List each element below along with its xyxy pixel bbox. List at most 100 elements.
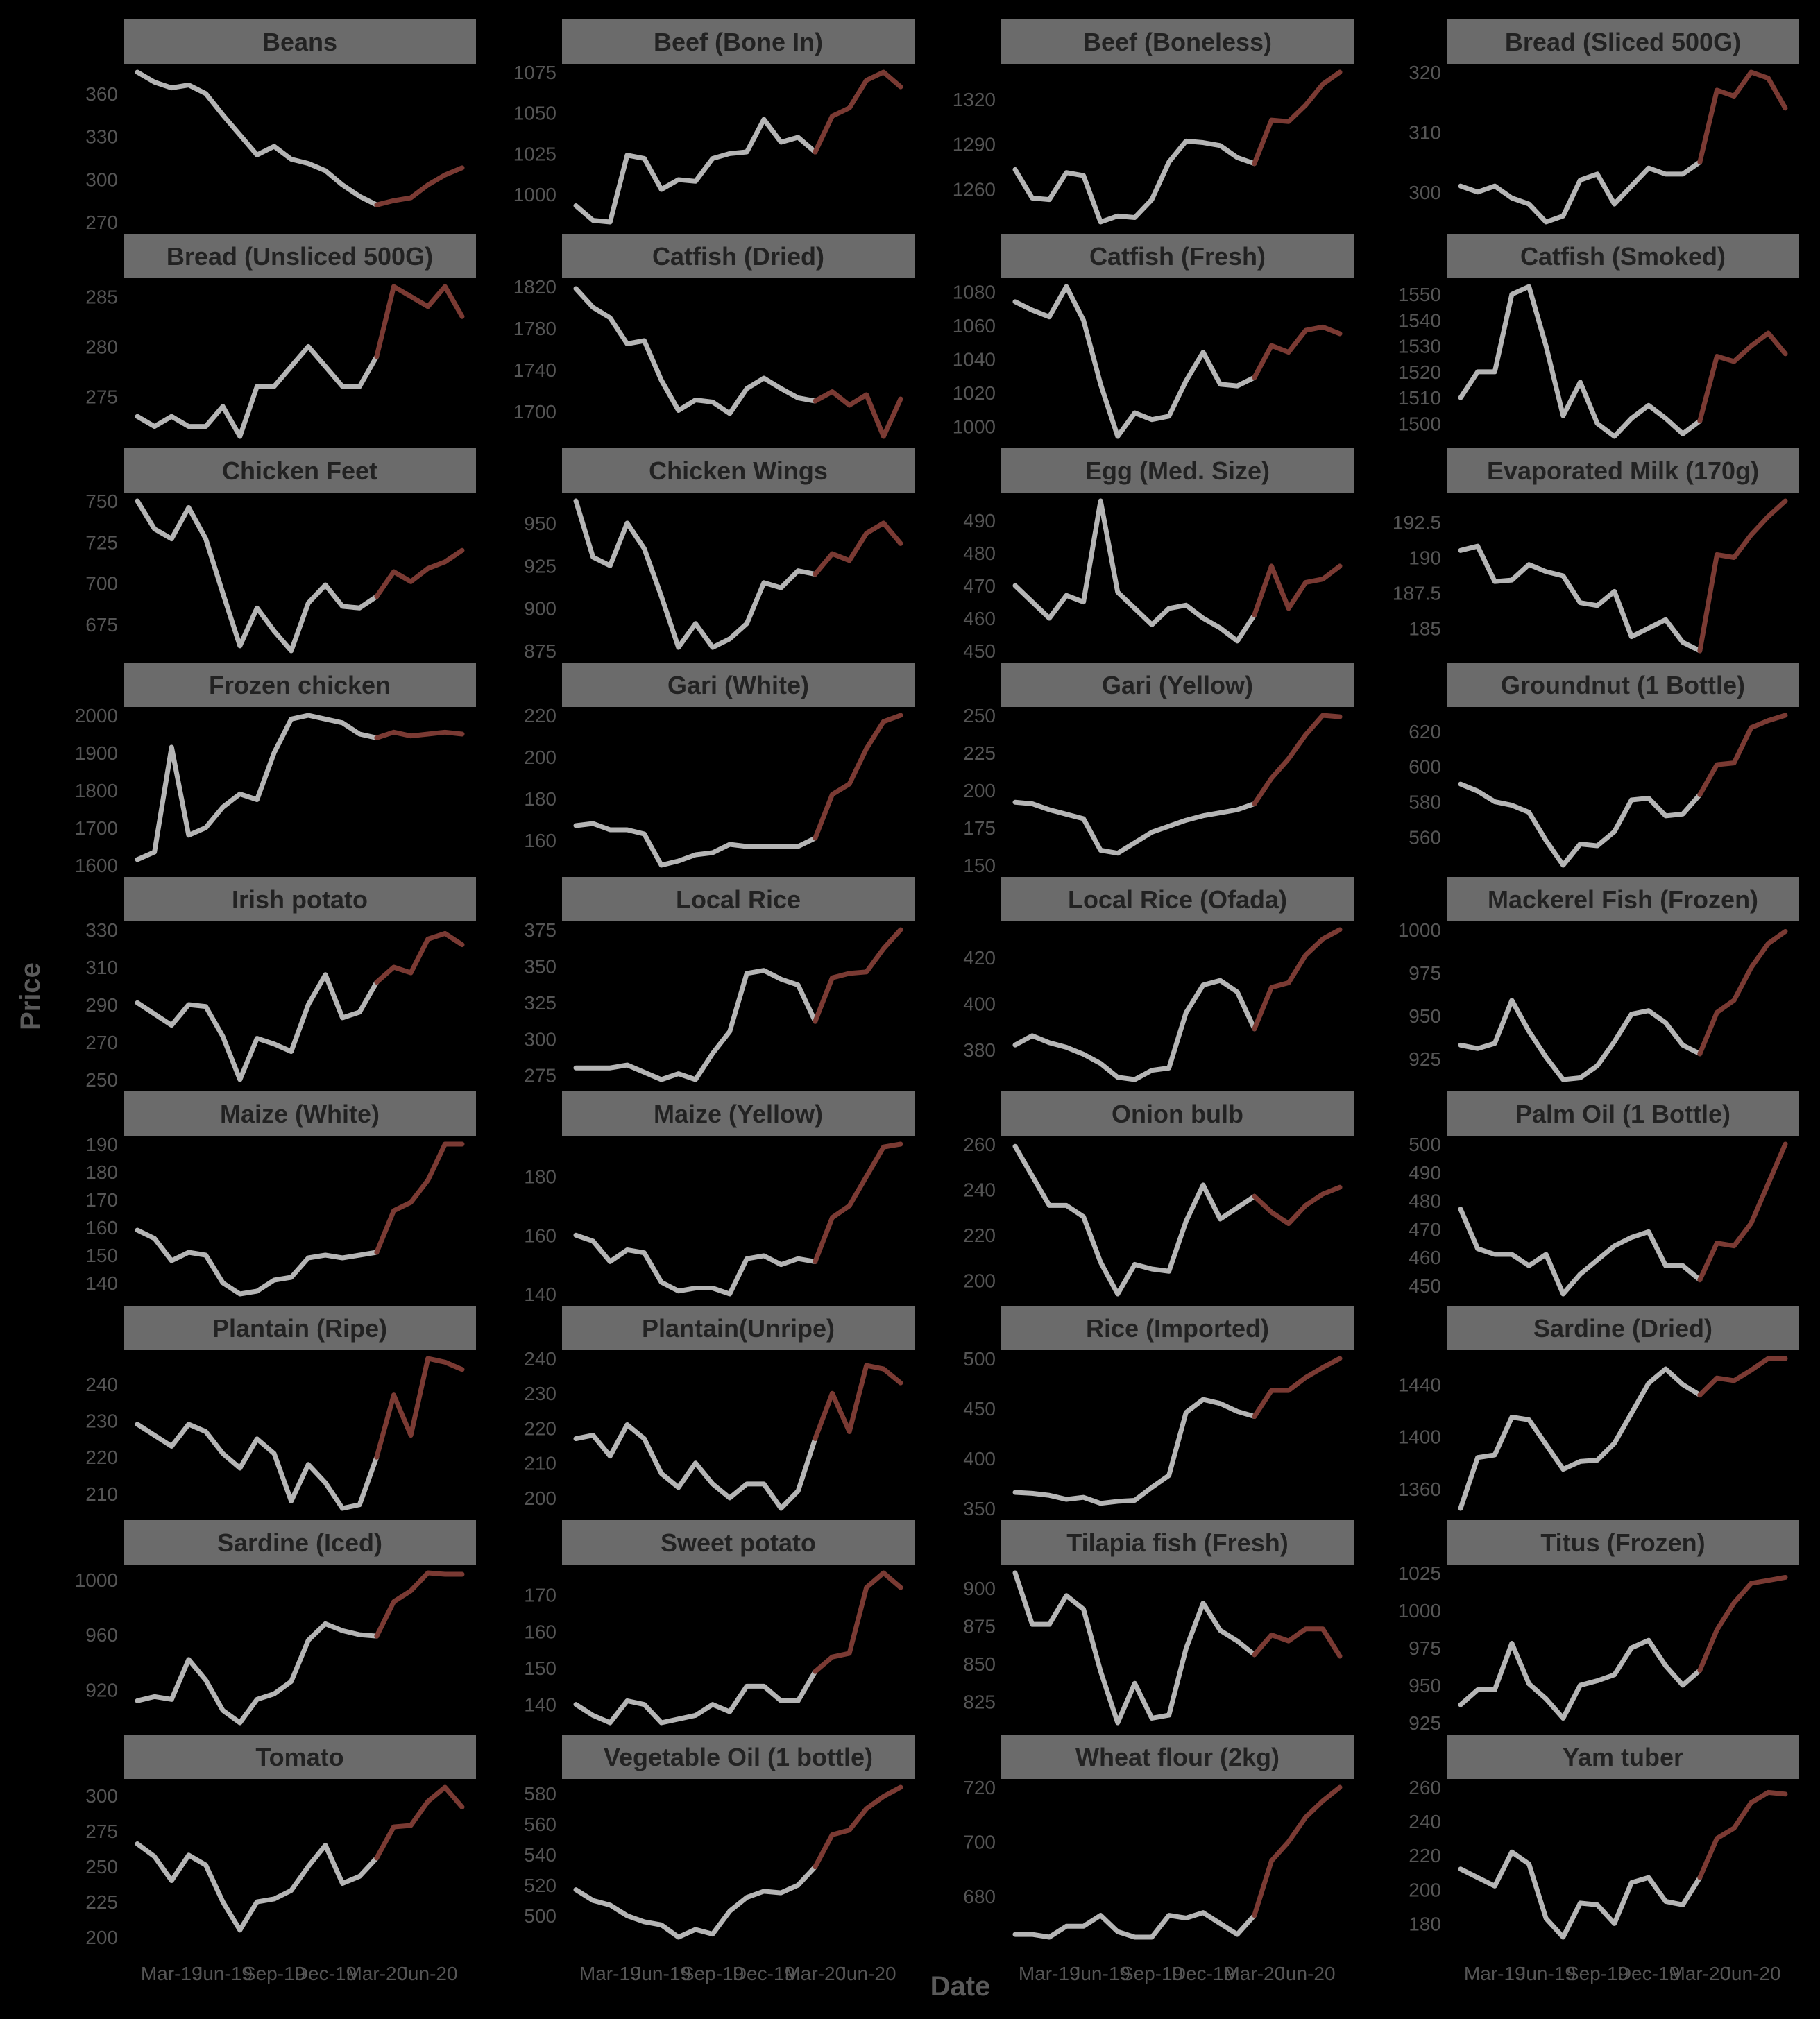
x-axis-title: Date [930,1971,991,2002]
series-line-before [135,1422,380,1511]
y-tick-label: 240 [963,1179,996,1200]
facet-panel: Egg (Med. Size) 450 460 470 480 490 [963,448,1354,662]
y-axis-title: Price [15,962,46,1030]
x-tick-label: Mar-19 [1019,1963,1080,1984]
y-tick-label: 300 [1409,182,1441,203]
y-tick-label: 160 [524,1225,556,1246]
facet-panel: Sardine (Iced) 920 960 1000 [75,1520,476,1726]
y-tick-label: 490 [1409,1162,1441,1184]
facet-strip [1447,1091,1799,1136]
y-tick-label: 1075 [513,62,556,83]
series-line-before [573,117,818,225]
facet-panel: Rice (Imported) 350 400 450 500 [963,1306,1354,1519]
x-tick-label: Jun-20 [1276,1963,1336,1984]
y-tick-label: 400 [963,1448,996,1469]
series-line-before [1458,160,1703,225]
series-line-after [1252,927,1343,1032]
facet-strip-title: Yam tuber [1563,1743,1683,1771]
series-line-after [1252,713,1343,806]
y-tick-label: 925 [1409,1048,1441,1070]
facet-strip [562,234,915,278]
facet-strip-title: Onion bulb [1112,1100,1243,1128]
facet-panel: Chicken Feet 675 700 725 750 [85,448,476,654]
facet-strip-title: Vegetable Oil (1 bottle) [604,1743,873,1771]
series-line-after [1252,324,1343,380]
facet-strip [562,877,915,921]
x-tick-label: Sep-19 [1121,1963,1183,1984]
y-tick-label: 325 [524,992,556,1014]
y-tick-label: 850 [963,1653,996,1675]
series-line-after [1252,1784,1343,1918]
y-tick-label: 350 [524,955,556,977]
x-tick-label: Mar-19 [579,1963,641,1984]
y-tick-label: 1290 [953,134,996,155]
y-tick-label: 240 [85,1374,118,1395]
y-tick-label: 375 [524,919,556,941]
facet-strip [1447,1306,1799,1350]
series-line-before [573,968,818,1082]
x-tick-label: Mar-19 [1464,1963,1526,1984]
y-tick-label: 950 [1409,1675,1441,1696]
y-tick-label: 250 [963,705,996,726]
series-line-before [1458,1849,1703,1940]
y-tick-label: 200 [1409,1879,1441,1900]
y-tick-label: 875 [963,1615,996,1637]
y-tick-label: 380 [963,1039,996,1061]
x-tick-label: Sep-19 [681,1963,744,1984]
series-line-before [1458,1637,1703,1721]
y-tick-label: 1700 [513,401,556,423]
facet-strip-title: Catfish (Dried) [652,242,824,271]
facet-strip-title: Beef (Bone In) [654,28,823,56]
facet-strip-title: Tomato [255,1743,343,1771]
series-line-before [135,498,380,654]
y-tick-label: 200 [524,1488,556,1509]
facet-strip [562,1091,915,1136]
facet-strip [124,448,476,493]
x-tick-label: Mar-20 [1669,1963,1730,1984]
facet-strip-title: Maize (White) [220,1100,380,1128]
y-tick-label: 520 [524,1875,556,1896]
y-tick-label: 950 [524,513,556,534]
y-tick-label: 360 [85,83,118,105]
series-line-before [1012,1910,1257,1940]
y-tick-label: 900 [963,1578,996,1599]
facet-panel: Titus (Frozen) 925 950 975 1000 1025 [1398,1520,1799,1734]
facet-panel: Tomato 200 225 250 275 300 Mar-19Jun-19Sep-19D… [85,1735,476,1984]
facet-panel: Maize (Yellow) 140 160 180 [524,1091,915,1305]
series-line-before [1012,1397,1257,1506]
series-line-after [813,520,903,577]
y-tick-label: 925 [524,555,556,577]
y-tick-label: 220 [524,705,556,726]
y-tick-label: 1360 [1398,1479,1441,1500]
y-tick-label: 1000 [513,184,556,205]
y-tick-label: 230 [85,1411,118,1432]
facet-panel: Palm Oil (1 Bottle) 450 460 470 480 490 500 [1409,1091,1799,1297]
series-line-after [1252,1356,1343,1420]
y-tick-label: 480 [963,543,996,564]
facet-strip [1001,234,1354,278]
y-tick-label: 275 [85,1821,118,1842]
y-tick-label: 240 [524,1348,556,1370]
y-tick-label: 825 [963,1691,996,1712]
x-tick-label: Dec-19 [294,1963,357,1984]
y-tick-label: 190 [85,1134,118,1155]
series-line-after [374,1784,465,1861]
y-tick-label: 580 [1409,792,1441,813]
y-tick-label: 1800 [75,780,118,801]
y-tick-label: 400 [963,993,996,1014]
series-line-before [573,1232,818,1297]
facet-strip-title: Sweet potato [661,1528,816,1557]
series-line-after [1697,1141,1788,1283]
series-line-after [813,389,903,439]
facet-strip-title: Chicken Wings [649,457,828,485]
y-tick-label: 1550 [1398,284,1441,305]
y-tick-label: 1040 [953,348,996,370]
facet-strip-title: Egg (Med. Size) [1085,457,1270,485]
facet-strip-title: Tilapia fish (Fresh) [1066,1528,1288,1557]
series-line-before [573,1669,818,1726]
x-tick-label: Mar-20 [784,1963,846,1984]
facet-panel: Beef (Bone In) 1000 1025 1050 1075 [513,19,915,225]
y-tick-label: 1060 [953,315,996,336]
facet-panel: Plantain (Ripe) 210 220 230 240 [85,1306,476,1511]
series-line-after [1697,498,1788,654]
